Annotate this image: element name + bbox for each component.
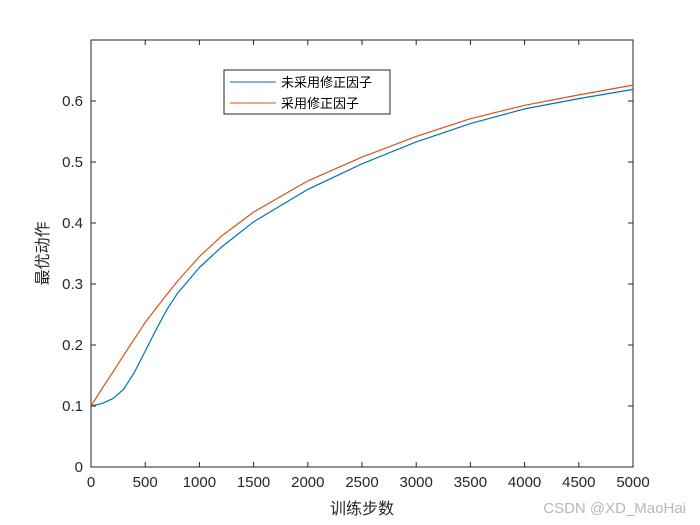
y-tick-label: 0.6 — [62, 93, 83, 110]
x-tick-label: 1000 — [183, 474, 216, 491]
y-tick-label: 0.2 — [62, 337, 83, 354]
y-tick-label: 0 — [75, 459, 83, 476]
legend-box — [223, 69, 391, 115]
y-axis-label: 最优动作 — [33, 221, 52, 285]
x-tick-label: 500 — [133, 474, 158, 491]
series-line-2 — [90, 84, 634, 407]
y-tick-label: 0.1 — [62, 398, 83, 415]
series-line-1 — [90, 88, 634, 407]
x-tick-label: 4500 — [562, 474, 595, 491]
watermark: CSDN @XD_MaoHai — [543, 500, 686, 517]
x-tick-label: 4000 — [508, 474, 541, 491]
x-tick-label: 5000 — [616, 474, 649, 491]
x-tick-label: 1500 — [237, 474, 270, 491]
y-tick-label: 0.5 — [62, 154, 83, 171]
x-axis-label: 训练步数 — [330, 499, 394, 518]
x-tick-label: 3500 — [454, 474, 487, 491]
x-tick-label: 3000 — [400, 474, 433, 491]
series-lines — [90, 84, 634, 407]
legend-label-series-1: 未采用修正因子 — [281, 76, 372, 91]
axis-ticks: 0 500 1000 1500 2000 2500 3000 3500 4000 4500 5000… — [62, 40, 650, 491]
x-tick-label: 2000 — [291, 474, 324, 491]
legend: 未采用修正因子 采用修正因子 — [223, 69, 391, 115]
legend-label-series-2: 采用修正因子 — [281, 97, 359, 112]
x-tick-label: 0 — [87, 474, 95, 491]
x-tick-label: 2500 — [345, 474, 378, 491]
y-tick-label: 0.3 — [62, 276, 83, 293]
y-tick-label: 0.4 — [62, 215, 83, 232]
